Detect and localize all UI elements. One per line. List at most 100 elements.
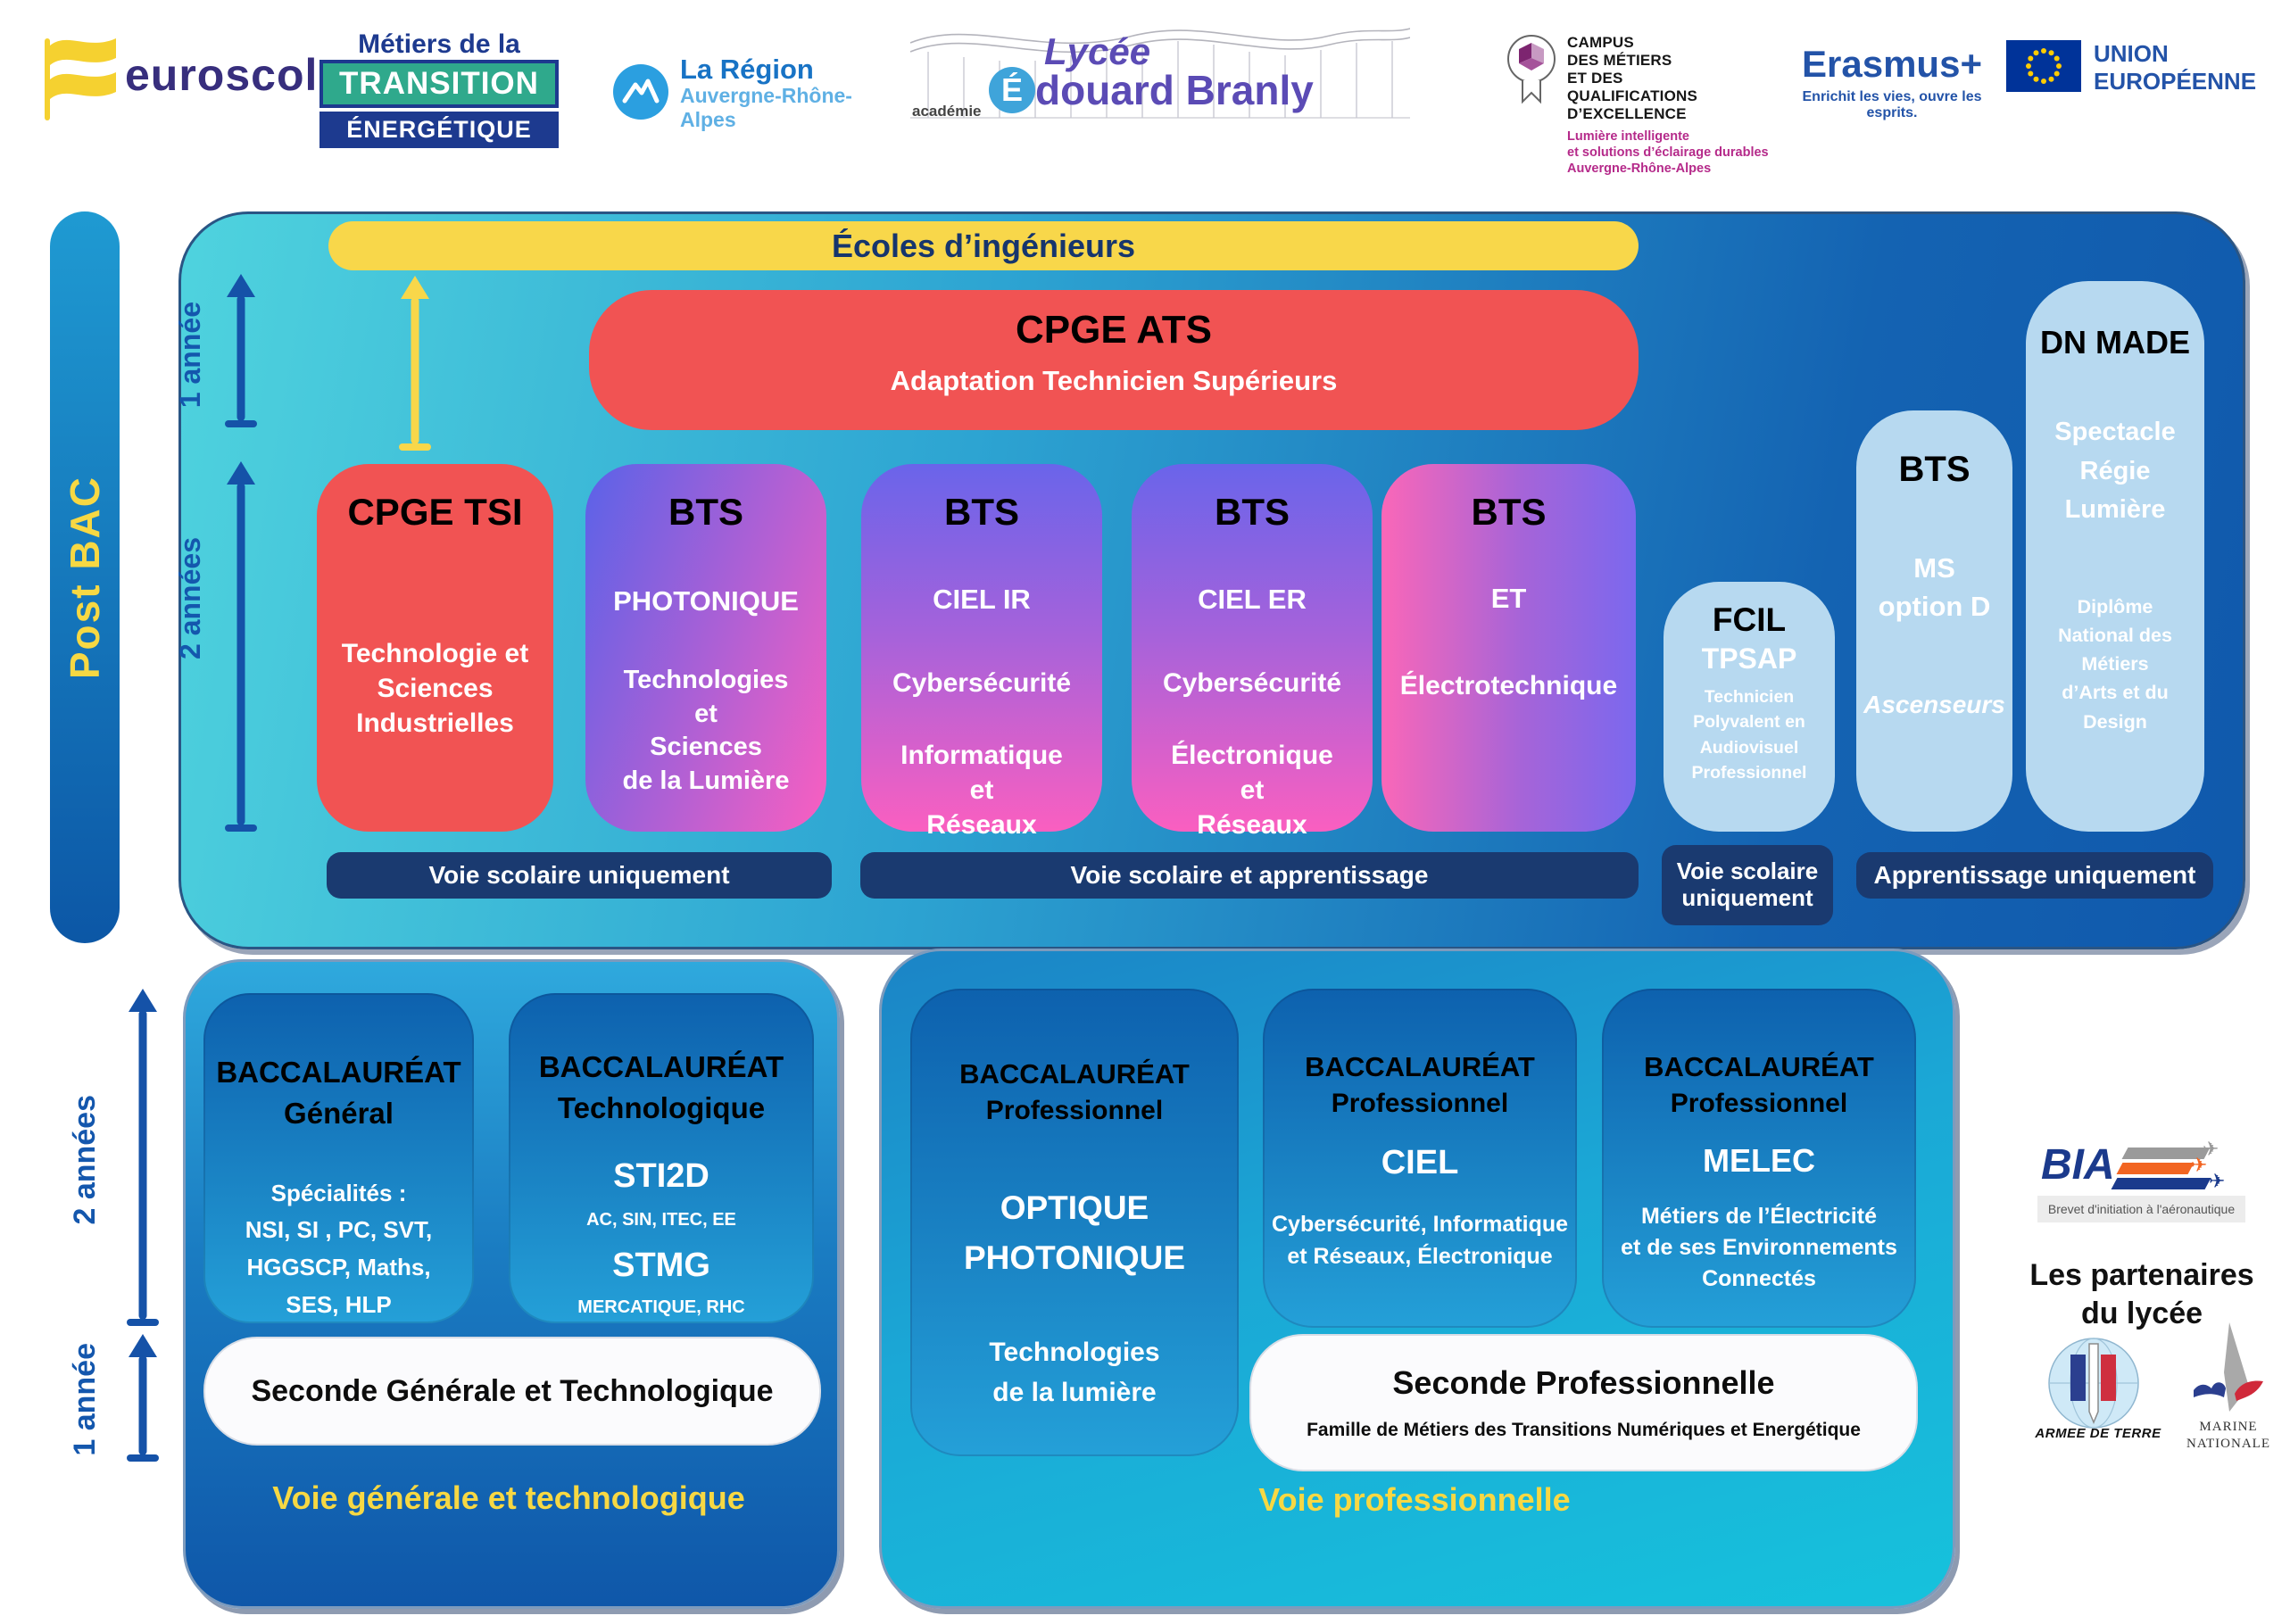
euroscol-logo: euroscol <box>36 24 317 127</box>
cpge-ats-box: CPGE ATS Adaptation Technicien Supérieur… <box>589 290 1639 430</box>
postbac-side-label: Post BAC <box>50 211 120 943</box>
arrow-general-2-annees-icon <box>123 989 162 1326</box>
armee-de-terre-label: ARMEE DE TERRE <box>2035 1426 2161 1441</box>
cpge-tsi-body: Technologie et Sciences Industrielles <box>341 639 529 738</box>
erasmus-tagline: Enrichit les vies, ouvre les esprits. <box>1802 89 1982 120</box>
bac-pro-optique-subtitle: Professionnel <box>985 1095 1164 1125</box>
bts-ciel-ir-line2: Informatique et Réseaux <box>900 741 1063 840</box>
bts-ms-subtitle: MS option D <box>1878 552 1991 623</box>
cpge-ats-title: CPGE ATS <box>1015 308 1213 352</box>
bts-ms-box: BTS MS option D Ascenseurs <box>1856 410 2012 832</box>
marine-nationale-icon <box>2188 1322 2269 1425</box>
postbac-1-annee-label: 1 année <box>173 301 206 409</box>
general-1-annee-label: 1 année <box>67 1342 102 1456</box>
erasmus-wordmark: Erasmus+ <box>1802 43 1982 85</box>
eu-flag-icon <box>2006 39 2081 96</box>
voie-pro-label: Voie professionnelle <box>1258 1481 1571 1518</box>
bts-ciel-ir-box: BTS CIEL IR Cybersécurité Informatique e… <box>861 464 1102 840</box>
armee-de-terre-icon <box>2047 1337 2140 1434</box>
badge-voie-scolaire-fcil: Voie scolaire uniquement <box>1662 845 1833 925</box>
bac-techno-stmg: STMG <box>612 1246 710 1284</box>
partners-title: Les partenaires du lycée <box>2029 1258 2254 1330</box>
badge-apprentissage: Apprentissage uniquement <box>1856 852 2213 899</box>
seconde-pro-title: Seconde Professionnelle <box>1392 1364 1775 1401</box>
lycee-word: Lycée <box>1044 30 1151 72</box>
bac-pro-ciel-name: CIEL <box>1381 1144 1459 1182</box>
fcil-box: FCIL TPSAP Technicien Polyvalent en Audi… <box>1664 582 1835 832</box>
bts-et-subtitle: ET <box>1490 583 1527 614</box>
bts-ciel-ir-title: BTS <box>944 491 1019 533</box>
fcil-subtitle: TPSAP <box>1701 642 1797 675</box>
lycee-name-row: É douard Branly <box>989 66 1314 114</box>
dn-made-box: DN MADE Spectacle Régie Lumière Diplôme … <box>2026 281 2204 832</box>
marine-nationale-logo: MARINE NATIONALE <box>2176 1322 2281 1461</box>
academie-label: académie <box>912 103 982 120</box>
bac-general-subtitle: Général <box>284 1096 394 1130</box>
dn-made-title: DN MADE <box>2040 324 2190 360</box>
bac-pro-ciel-subtitle: Professionnel <box>1331 1088 1509 1118</box>
bac-techno-box: BACCALAURÉAT Technologique STI2D AC, SIN… <box>509 993 814 1323</box>
transition-energetique-logo: Métiers de la TRANSITION ÉNERGÉTIQUE <box>319 29 569 148</box>
lycee-name: douard Branly <box>1035 67 1314 113</box>
bac-techno-sti2d: STI2D <box>613 1156 709 1195</box>
seconde-gt-label: Seconde Générale et Technologique <box>251 1373 774 1408</box>
arrow-general-1-annee-icon <box>123 1334 162 1462</box>
bac-techno-stmg-options: MERCATIQUE, RHC <box>577 1297 745 1317</box>
badge-voie-scolaire: Voie scolaire uniquement <box>327 852 832 899</box>
seconde-pro-bar: Seconde Professionnelle Famille de Métie… <box>1249 1334 1918 1471</box>
transition-logo-mid: TRANSITION <box>319 49 569 126</box>
cpge-tsi-title: CPGE TSI <box>347 491 523 533</box>
bts-ciel-ir-subtitle: CIEL IR <box>933 584 1031 615</box>
bts-photonique-title: BTS <box>668 491 743 533</box>
bts-photonique-subtitle: PHOTONIQUE <box>613 585 799 617</box>
eu-label: UNION EUROPÉENNE <box>2094 40 2257 95</box>
erasmus-logo: Erasmus+ Enrichit les vies, ouvre les es… <box>1785 43 1999 121</box>
dn-made-body: Diplôme National des Métiers d’Arts et d… <box>2058 595 2172 733</box>
bts-et-title: BTS <box>1471 491 1547 533</box>
fcil-body: Technicien Polyvalent en Audiovisuel Pro… <box>1691 687 1807 783</box>
bts-ciel-er-line1: Cybersécurité <box>1162 668 1342 698</box>
fcil-title: FCIL <box>1712 601 1787 638</box>
euroscol-flag-icon <box>36 24 125 127</box>
bac-pro-melec-name: MELEC <box>1703 1142 1815 1180</box>
bts-ciel-er-line2: Électronique et Réseaux <box>1171 741 1333 840</box>
bia-wordmark: BIA <box>2041 1141 2115 1189</box>
cpge-ats-subtitle: Adaptation Technicien Supérieurs <box>890 365 1338 396</box>
dn-made-subtitle: Spectacle Régie Lumière <box>2054 418 2176 524</box>
bia-stripe-navy <box>2111 1178 2211 1189</box>
bac-techno-title: BACCALAURÉAT <box>538 1050 784 1083</box>
bac-pro-optique-body: Technologies de la lumière <box>989 1338 1160 1408</box>
bia-subtitle: Brevet d'initiation à l'aéronautique <box>2037 1196 2245 1222</box>
arrow-tsi-to-ecoles-icon <box>395 276 435 451</box>
bts-ciel-er-box: BTS CIEL ER Cybersécurité Électronique e… <box>1132 464 1373 840</box>
bts-ciel-er-subtitle: CIEL ER <box>1198 584 1307 615</box>
bac-general-title: BACCALAURÉAT <box>216 1056 461 1089</box>
lycee-branly-logo: Lycée É douard Branly académie <box>909 11 1411 129</box>
academie-e-icon: É <box>989 67 1035 113</box>
badge-voie-scolaire-apprentissage: Voie scolaire et apprentissage <box>860 852 1639 899</box>
bac-pro-ciel-box: BACCALAURÉAT Professionnel CIEL Cyberséc… <box>1263 989 1577 1328</box>
bia-stripe-orange <box>2116 1163 2195 1174</box>
bac-pro-ciel-title: BACCALAURÉAT <box>1305 1051 1535 1082</box>
campus-title: CAMPUS DES MÉTIERS ET DES QUALIFICATIONS… <box>1567 34 1698 123</box>
bts-et-box: BTS ET Électrotechnique <box>1381 464 1636 832</box>
region-name: La Région <box>680 53 814 85</box>
building-sketch-icon <box>909 11 1411 129</box>
bia-plane-orange-icon: ✈ <box>2191 1155 2208 1177</box>
region-subname: Auvergne-Rhône-Alpes <box>680 84 852 132</box>
bts-ciel-er-title: BTS <box>1215 491 1290 533</box>
bac-techno-subtitle: Technologique <box>557 1090 766 1124</box>
voie-generale-label: Voie générale et technologique <box>272 1479 745 1516</box>
arrow-2-annees-icon <box>221 461 261 832</box>
bac-pro-optique-box: BACCALAURÉAT Professionnel OPTIQUE PHOTO… <box>910 989 1239 1456</box>
arrow-1-annee-icon <box>221 274 261 427</box>
bac-pro-melec-box: BACCALAURÉAT Professionnel MELEC Métiers… <box>1602 989 1916 1328</box>
transition-logo-top: Métiers de la <box>358 29 520 59</box>
campus-metiers-logo: CAMPUS DES MÉTIERS ET DES QUALIFICATIONS… <box>1506 34 1774 186</box>
bts-et-line1: Électrotechnique <box>1399 671 1618 700</box>
bts-photonique-box: BTS PHOTONIQUE Technologies et Sciences … <box>585 464 826 832</box>
bia-plane-gray-icon: ✈ <box>2203 1139 2219 1161</box>
bac-pro-ciel-body: Cybersécurité, Informatique et Réseaux, … <box>1271 1212 1569 1269</box>
campus-medal-icon <box>1506 34 1558 186</box>
